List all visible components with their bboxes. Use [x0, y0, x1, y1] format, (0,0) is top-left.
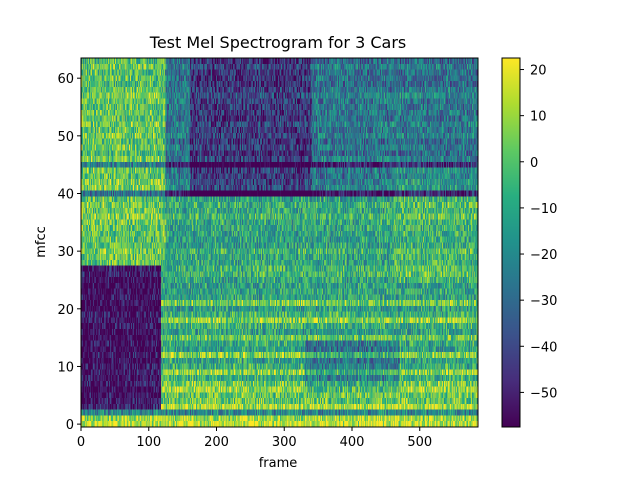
y-tick-label: 0 — [66, 418, 74, 433]
x-tick-label: 200 — [204, 435, 229, 450]
colorbar-tick-label: −20 — [530, 248, 557, 263]
y-tick-label: 60 — [57, 72, 74, 87]
colorbar-tick-label: 0 — [530, 156, 538, 171]
y-tick-label: 40 — [57, 187, 74, 202]
colorbar-tick-label: 10 — [530, 110, 547, 125]
x-tick-label: 300 — [272, 435, 297, 450]
y-tick-label: 10 — [57, 360, 74, 375]
x-tick-label: 100 — [136, 435, 161, 450]
x-tick-label: 500 — [407, 435, 432, 450]
colorbar: 20 10 0 −10 −20 −30 −40 −50 — [502, 58, 557, 427]
colorbar-tick-label: −40 — [530, 340, 557, 355]
x-tick-label: 400 — [340, 435, 365, 450]
y-tick-label: 20 — [57, 303, 74, 318]
y-axis-ticks: 0 10 20 30 40 50 60 — [57, 72, 81, 433]
y-tick-label: 30 — [57, 245, 74, 260]
colorbar-ticks: 20 10 0 −10 −20 −30 −40 −50 — [520, 64, 557, 402]
colorbar-tick-label: 20 — [530, 64, 547, 79]
x-axis-ticks: 0 100 200 300 400 500 — [77, 427, 432, 450]
heatmap-area — [81, 58, 478, 427]
colorbar-tick-label: −50 — [530, 386, 557, 401]
x-tick-label: 0 — [77, 435, 85, 450]
colorbar-tick-label: −30 — [530, 294, 557, 309]
heatmap-image — [81, 58, 478, 427]
colorbar-gradient — [502, 58, 520, 427]
x-axis-label: frame — [259, 456, 298, 471]
y-axis-label: mfcc — [34, 226, 49, 258]
y-tick-label: 50 — [57, 130, 74, 145]
chart-title: Test Mel Spectrogram for 3 Cars — [149, 33, 406, 52]
colorbar-tick-label: −10 — [530, 202, 557, 217]
